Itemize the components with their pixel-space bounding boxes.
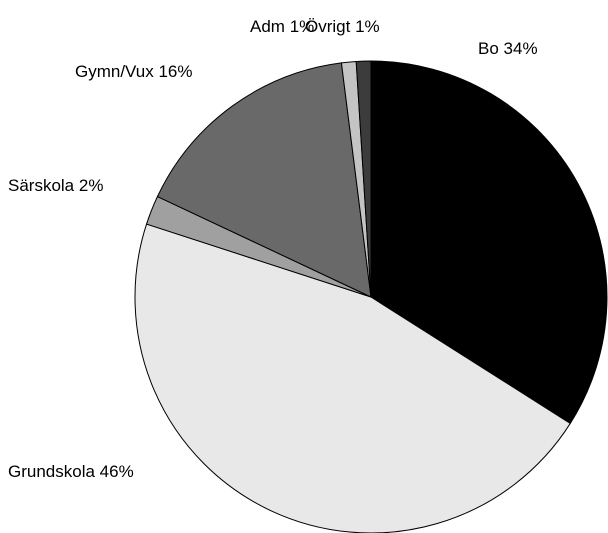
slice-label: Särskola 2%	[8, 176, 103, 195]
slice-category: Bo	[478, 39, 499, 58]
pie-slice	[355, 60, 372, 298]
slice-label: Grundskola 46%	[8, 462, 134, 481]
slice-value-label: 1%	[290, 17, 315, 36]
slice-label: Bo 34%	[478, 39, 538, 58]
slice-label: Adm 1%	[250, 17, 314, 36]
slice-category: Adm	[250, 17, 285, 36]
slice-value-label: 16%	[158, 62, 192, 81]
slice-category: Övrigt	[305, 17, 351, 36]
slice-label: Gymn/Vux 16%	[75, 62, 193, 81]
slice-value-label: 46%	[100, 462, 134, 481]
slice-value-label: 1%	[355, 17, 380, 36]
pie-slice	[370, 60, 608, 425]
slice-value-label: 34%	[504, 39, 538, 58]
slice-category: Grundskola	[8, 462, 95, 481]
slice-value-label: 2%	[79, 176, 104, 195]
slice-label: Övrigt 1%	[305, 17, 380, 36]
slice-category: Särskola	[8, 176, 75, 195]
pie-slice	[156, 62, 372, 298]
pie-slice	[134, 223, 571, 533]
slice-category: Gymn/Vux	[75, 62, 154, 81]
